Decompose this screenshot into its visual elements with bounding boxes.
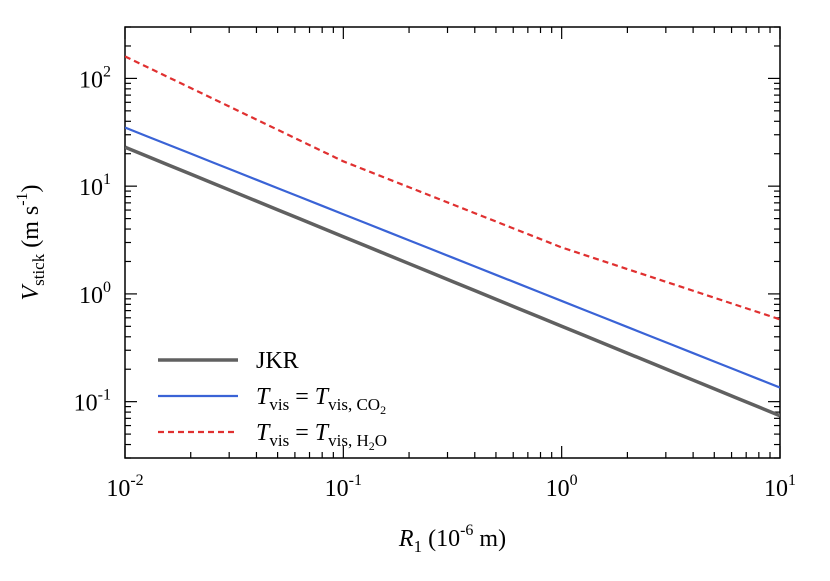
x-tick-label: 101 <box>764 472 796 502</box>
plot-frame-rect <box>124 26 781 459</box>
plot-frame <box>124 26 781 459</box>
legend-label-0: JKR <box>256 348 299 374</box>
axis-ticks <box>124 26 781 459</box>
y-tick-label: 100 <box>79 279 111 309</box>
legend-label-1: Tvis = Tvis, CO2 <box>256 384 386 417</box>
axis-labels: 10-2 10-1 100 101 10-1 100 101 102 R1 (10-6 m) Vs… <box>14 63 796 556</box>
series-line-1 <box>125 126 780 389</box>
y-axis-label: Vstick (m s-1) <box>14 184 48 300</box>
y-tick-label: 101 <box>79 171 111 201</box>
series-line-0 <box>125 145 780 418</box>
series-lines <box>125 55 780 418</box>
x-tick-label: 100 <box>546 472 578 502</box>
legend-label-2: Tvis = Tvis, H2O <box>256 420 387 453</box>
x-tick-label: 10-1 <box>325 472 362 502</box>
x-tick-label: 10-2 <box>106 472 143 502</box>
series-line-2 <box>125 55 780 321</box>
y-tick-label: 10-1 <box>74 387 111 417</box>
x-axis-label: R1 (10-6 m) <box>398 522 506 556</box>
y-tick-label: 102 <box>79 63 111 93</box>
